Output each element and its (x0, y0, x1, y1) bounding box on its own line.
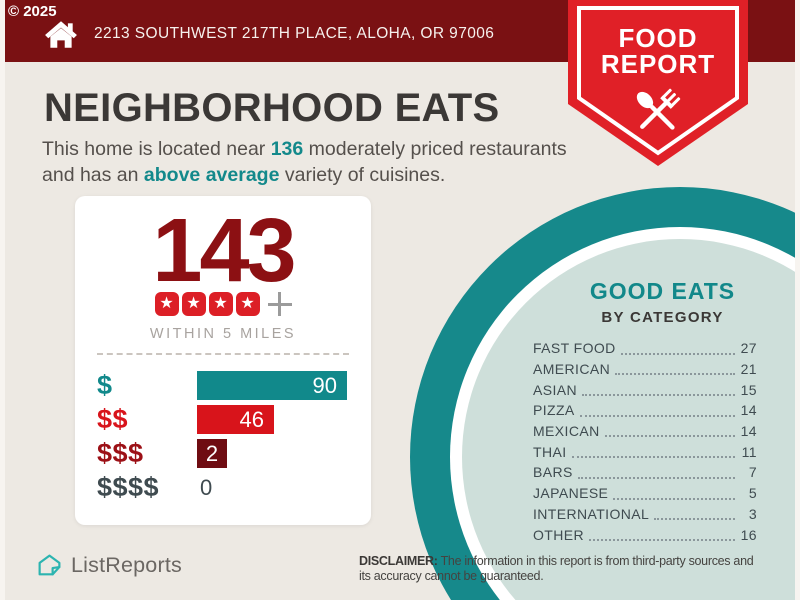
home-icon (45, 21, 77, 48)
category-row: FAST FOOD 27 (533, 338, 757, 359)
category-label: MEXICAN (533, 423, 600, 440)
restaurant-count-highlight: 136 (270, 138, 304, 160)
category-value: 21 (740, 361, 757, 378)
dotted-leader (615, 373, 735, 376)
category-value: 7 (748, 464, 757, 481)
dotted-leader (577, 476, 735, 479)
bar-value-zero: 0 (200, 474, 213, 500)
dotted-leader (613, 497, 735, 500)
bar-row: $$$ 2 (75, 438, 371, 468)
category-label: AMERICAN (533, 361, 611, 378)
price-tier-label: $$$ (97, 438, 144, 468)
star-icon: ★ (208, 292, 233, 316)
price-tier-label: $$$$ (97, 472, 160, 502)
listreports-logo: ListReports (36, 552, 182, 579)
category-value: 11 (741, 443, 757, 460)
badge-line2: REPORT (601, 49, 715, 79)
category-label: JAPANESE (533, 485, 609, 502)
price-tier-label: $$ (97, 404, 129, 434)
listreports-wordmark: ListReports (71, 553, 182, 577)
subtitle-part2: moderately priced restaurants and has an (42, 138, 567, 186)
bar-value: 90 (312, 372, 337, 398)
bar-value: 2 (205, 440, 219, 466)
badge-line1: FOOD (618, 23, 697, 53)
category-row: AMERICAN 21 (533, 359, 757, 380)
radius-label: WITHIN 5 MILES (149, 326, 297, 342)
page-title: NEIGHBORHOOD EATS (44, 86, 500, 130)
utensils-icon (636, 88, 681, 130)
star-icon: ★ (154, 292, 179, 316)
good-eats-subtitle: BY CATEGORY (601, 309, 724, 326)
bar-value: 46 (239, 406, 264, 432)
dotted-leader (654, 518, 735, 521)
category-value: 5 (748, 485, 757, 502)
price-bar-chart: $90 $$ 46 $$$ 2 $$$$ 0 (75, 370, 371, 507)
dotted-leader (604, 435, 735, 438)
category-value: 3 (748, 505, 757, 522)
subtitle-part3: variety of cuisines. (279, 164, 446, 186)
star-icon: ★ (235, 292, 260, 316)
disclaimer-label: DISCLAIMER: (359, 554, 438, 568)
category-list: FAST FOOD 27 AMERICAN 21 ASIAN 15 PIZZA 14 MEXIC… (533, 338, 757, 545)
disclaimer-text: The information in this report is from t… (359, 554, 754, 583)
price-tier-label: $ (97, 370, 113, 400)
page-edge-left (0, 0, 5, 600)
plus-icon (267, 292, 292, 316)
restaurant-count: 143 (152, 201, 296, 301)
bar-row: $90 (75, 370, 371, 400)
category-row: BARS 7 (533, 462, 757, 483)
category-value: 15 (740, 381, 757, 398)
category-label: THAI (533, 443, 567, 460)
category-value: 16 (740, 526, 757, 543)
bar: 2 (197, 439, 227, 468)
subtitle-part1: This home is located near (42, 138, 271, 160)
dotted-leader (620, 352, 735, 355)
good-eats-title: GOOD EATS (589, 278, 736, 304)
category-label: FAST FOOD (533, 340, 616, 357)
restaurant-count-card: 143 ★ ★ ★ ★ WITHIN 5 MILES $90 $$ 46 $$$ 2 $$$$ 0 (75, 196, 371, 525)
star-icons: ★ ★ ★ ★ (154, 292, 260, 316)
bar-row: $$$$ 0 (75, 472, 371, 502)
category-value: 27 (740, 340, 757, 357)
category-label: ASIAN (533, 381, 578, 398)
category-row: OTHER 16 (533, 524, 757, 545)
dotted-leader (571, 456, 735, 459)
listreports-house-icon (38, 554, 61, 576)
category-row: THAI 11 (533, 441, 757, 462)
category-value: 14 (740, 423, 757, 440)
category-label: INTERNATIONAL (533, 505, 650, 522)
good-eats-panel: GOOD EATS BY CATEGORY (545, 278, 780, 326)
bar-row: $$ 46 (75, 404, 371, 434)
subtitle: This home is located near 136 moderately… (42, 136, 587, 188)
category-label: BARS (533, 464, 573, 481)
star-rating: ★ ★ ★ ★ (75, 292, 371, 316)
variety-highlight: above average (143, 164, 280, 186)
bar: 46 (197, 405, 274, 434)
category-row: MEXICAN 14 (533, 421, 757, 442)
disclaimer: DISCLAIMER: The information in this repo… (359, 554, 763, 584)
copyright: © 2025 (8, 3, 57, 20)
star-icon: ★ (181, 292, 206, 316)
page-edge-right (795, 0, 800, 600)
dotted-leader (579, 414, 735, 417)
category-value: 14 (740, 402, 757, 419)
category-label: PIZZA (533, 402, 575, 419)
address-text: 2213 SOUTHWEST 217TH PLACE, ALOHA, OR 97… (94, 25, 495, 42)
dotted-leader (582, 394, 735, 397)
dotted-leader (589, 538, 735, 541)
category-row: INTERNATIONAL 3 (533, 504, 757, 525)
category-label: OTHER (533, 526, 584, 543)
bar: 90 (197, 371, 347, 400)
category-row: ASIAN 15 (533, 379, 757, 400)
category-row: JAPANESE 5 (533, 483, 757, 504)
divider (97, 353, 349, 355)
food-report-badge: FOOD REPORT (568, 0, 748, 166)
category-row: PIZZA 14 (533, 400, 757, 421)
